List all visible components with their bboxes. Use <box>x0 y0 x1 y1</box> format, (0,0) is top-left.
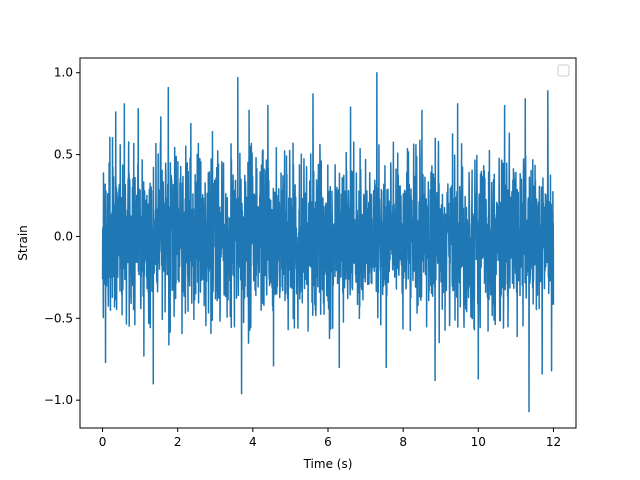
y-axis-label: Strain <box>16 225 30 261</box>
y-tick-label: −0.5 <box>44 311 73 325</box>
x-tick-label: 6 <box>324 435 332 449</box>
x-tick-label: 10 <box>471 435 486 449</box>
x-tick-label: 4 <box>249 435 257 449</box>
x-tick-label: 12 <box>546 435 561 449</box>
x-tick-label: 0 <box>99 435 107 449</box>
y-axis: −1.0 −0.5 0.0 0.5 1.0 <box>44 66 80 407</box>
y-tick-label: 1.0 <box>54 66 73 80</box>
x-axis: 0 2 4 6 8 10 12 <box>99 428 561 449</box>
y-tick-label: 0.5 <box>54 148 73 162</box>
y-tick-label: −1.0 <box>44 393 73 407</box>
series-layer <box>101 71 555 413</box>
x-axis-label: Time (s) <box>303 457 353 471</box>
x-tick-label: 8 <box>399 435 407 449</box>
y-tick-label: 0.0 <box>54 229 73 243</box>
strain-series-line <box>101 71 555 413</box>
x-tick-label: 2 <box>174 435 182 449</box>
legend-box <box>557 64 570 77</box>
